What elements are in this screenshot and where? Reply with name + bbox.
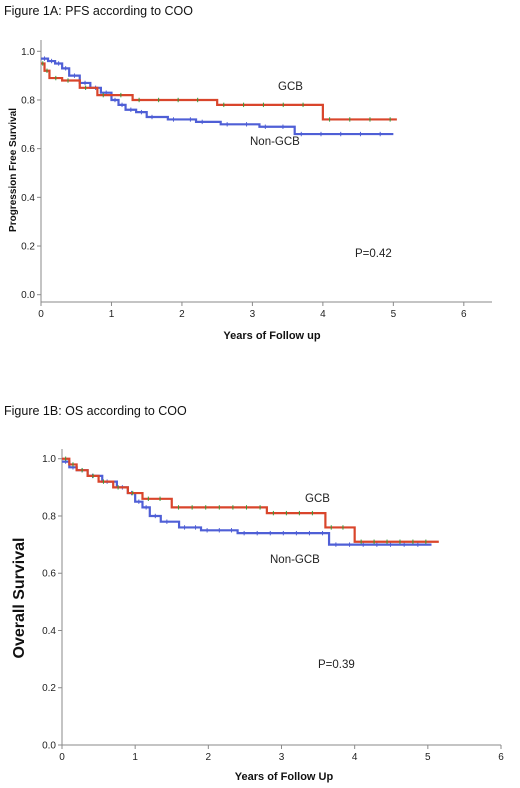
pfs-y-tick-label: 0.0 <box>21 290 35 301</box>
pfs-y-tick-label: 0.6 <box>21 144 35 155</box>
os-y-tick-label: 1.0 <box>42 454 56 465</box>
pfs-y-axis-label: Progression Free Survival <box>8 108 19 232</box>
pfs-x-tick-label: 6 <box>461 309 467 320</box>
figure-1a-title: Figure 1A: PFS according to COO <box>4 4 193 18</box>
os-x-tick-label: 1 <box>132 752 138 763</box>
os-y-tick-label: 0.2 <box>42 683 56 694</box>
pfs-x-tick-label: 4 <box>320 309 326 320</box>
pfs-x-tick-label: 3 <box>250 309 256 320</box>
pfs-y-tick-label: 1.0 <box>21 47 35 58</box>
os-gcb-label: GCB <box>305 493 330 505</box>
pfs-x-tick-label: 2 <box>179 309 185 320</box>
os-y-axis-label: Overall Survival <box>11 538 28 659</box>
pfs-non-gcb-curve <box>41 57 394 136</box>
pfs-p-value: P=0.42 <box>355 248 392 260</box>
pfs-gcb-label: GCB <box>278 81 303 93</box>
os-x-tick-label: 3 <box>279 752 285 763</box>
pfs-chart: 0.0 0.2 0.4 0.6 0.8 1.0 0 1 2 3 4 5 6 Years of Follow… <box>8 40 492 342</box>
os-chart: 0.0 0.2 0.4 0.6 0.8 1.0 0 1 2 3 4 5 6 Years of Follow… <box>11 449 504 783</box>
pfs-x-tick-label: 1 <box>109 309 115 320</box>
pfs-y-tick-label: 0.4 <box>21 193 35 204</box>
pfs-x-axis-label: Years of Follow up <box>223 330 320 342</box>
pfs-x-tick-label: 0 <box>38 309 44 320</box>
os-x-axis-label: Years of Follow Up <box>235 771 334 783</box>
os-y-tick-label: 0.8 <box>42 511 56 522</box>
os-gcb-curve <box>62 457 439 543</box>
pfs-non-gcb-label: Non-GCB <box>250 136 300 148</box>
os-x-tick-label: 6 <box>498 752 504 763</box>
os-y-tick-label: 0.6 <box>42 569 56 580</box>
os-non-gcb-curve <box>62 460 432 546</box>
os-x-tick-label: 0 <box>59 752 65 763</box>
os-non-gcb-label: Non-GCB <box>270 554 320 566</box>
os-x-tick-label: 4 <box>352 752 358 763</box>
os-p-value: P=0.39 <box>318 659 355 671</box>
pfs-y-tick-label: 0.2 <box>21 242 35 253</box>
pfs-y-tick-label: 0.8 <box>21 95 35 106</box>
os-y-tick-label: 0.0 <box>42 741 56 752</box>
figure-1b-title: Figure 1B: OS according to COO <box>4 404 187 418</box>
pfs-gcb-curve <box>41 62 397 121</box>
os-y-tick-label: 0.4 <box>42 626 56 637</box>
os-x-tick-label: 5 <box>425 752 431 763</box>
pfs-x-tick-label: 5 <box>391 309 397 320</box>
os-x-tick-label: 2 <box>206 752 212 763</box>
